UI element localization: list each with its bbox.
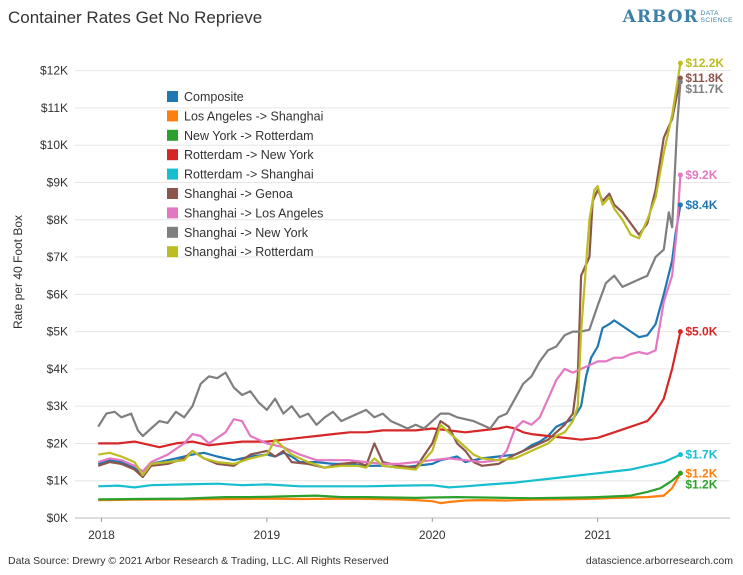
legend-swatch <box>167 110 178 122</box>
series-line <box>98 63 682 477</box>
series-line <box>98 331 682 449</box>
chart-title: Container Rates Get No Reprieve <box>8 8 263 27</box>
series-line <box>97 204 682 477</box>
legend-swatch <box>167 226 178 238</box>
series-end-marker <box>677 202 683 208</box>
y-tick-label: $10K <box>40 138 68 152</box>
x-tick-label: 2021 <box>584 528 611 542</box>
legend-swatch <box>167 246 178 258</box>
legend-label: Shanghai -> Genoa <box>184 187 293 201</box>
y-tick-label: $2K <box>47 436 68 450</box>
series-end-label: $9.2K <box>685 168 717 182</box>
y-tick-label: $3K <box>47 399 68 413</box>
logo-sub-science: SCIENCE <box>700 17 733 24</box>
series-end-marker <box>677 452 683 458</box>
data-source-note: Data Source: Drewry © 2021 Arbor Researc… <box>8 555 389 567</box>
legend-label: Shanghai -> Los Angeles <box>184 206 323 220</box>
legend-swatch <box>167 129 178 141</box>
series-end-label: $11.7K <box>685 82 723 96</box>
legend-swatch <box>167 168 178 180</box>
arbor-logo: ARBOR DATA SCIENCE <box>623 4 733 30</box>
legend-swatch <box>167 188 178 199</box>
series-end-label: $1.7K <box>685 448 717 462</box>
x-axis: 2018 2019 2020 2021 <box>88 518 611 542</box>
logo-wordmark: ARBOR <box>622 7 699 27</box>
series-end-marker <box>677 470 683 476</box>
x-tick-label: 2019 <box>254 528 281 542</box>
website-link[interactable]: datascience.arborresearch.com <box>585 555 733 567</box>
legend-swatch <box>167 149 178 161</box>
legend: Composite Los Angeles -> Shanghai New York… <box>167 90 323 259</box>
series-end-label: $1.2K <box>685 477 717 491</box>
series-end-label: $1.2K <box>685 466 717 480</box>
x-tick-label: 2020 <box>419 528 446 542</box>
y-tick-label: $4K <box>47 362 68 376</box>
legend-label: New York -> Rotterdam <box>184 129 314 143</box>
end-labels: $12.2K$11.8K$11.7K $9.2K $8.4K $5.0K $1.7K $1… <box>677 56 724 491</box>
legend-label: Shanghai -> New York <box>184 226 309 240</box>
series-end-marker <box>677 79 683 85</box>
y-tick-label: $5K <box>47 325 68 339</box>
y-tick-label: $6K <box>47 287 68 301</box>
y-tick-label: $7K <box>47 250 68 264</box>
legend-label: Rotterdam -> New York <box>184 148 314 162</box>
series-end-label: $12.2K <box>685 56 724 70</box>
series-end-label: $11.8K <box>685 71 723 85</box>
y-tick-label: $9K <box>47 175 68 189</box>
series-end-marker <box>677 60 683 66</box>
legend-label: Composite <box>184 90 244 104</box>
series-end-marker <box>677 172 683 178</box>
y-axis: $0K $1K $2K $3K $4K $5K $6K $7K $8K $9K $10K $11K $1… <box>40 64 68 525</box>
y-axis-label: Rate per 40 Foot Box <box>11 215 25 329</box>
logo-subtext: DATA SCIENCE <box>701 10 733 24</box>
series-line <box>97 81 682 438</box>
legend-swatch <box>167 91 178 102</box>
series-lines <box>97 63 682 505</box>
series-end-label: $5.0K <box>685 325 717 339</box>
series-line <box>97 174 682 473</box>
series-line <box>98 453 681 489</box>
y-tick-label: $12K <box>40 64 68 78</box>
series-end-label: $8.4K <box>685 198 717 212</box>
legend-label: Los Angeles -> Shanghai <box>184 109 323 123</box>
series-line <box>98 472 682 501</box>
y-tick-label: $11K <box>41 101 68 115</box>
x-tick-label: 2018 <box>88 528 115 542</box>
series-line <box>98 472 682 505</box>
gridlines <box>75 70 730 519</box>
y-tick-label: $0K <box>47 511 68 525</box>
series-end-marker <box>677 75 683 81</box>
legend-swatch <box>167 207 178 219</box>
logo-sub-data: DATA <box>700 10 719 17</box>
y-tick-label: $1K <box>47 474 68 488</box>
series-end-marker <box>677 329 683 335</box>
legend-label: Rotterdam -> Shanghai <box>184 168 314 182</box>
legend-label: Shanghai -> Rotterdam <box>184 245 314 259</box>
y-tick-label: $8K <box>47 213 68 227</box>
